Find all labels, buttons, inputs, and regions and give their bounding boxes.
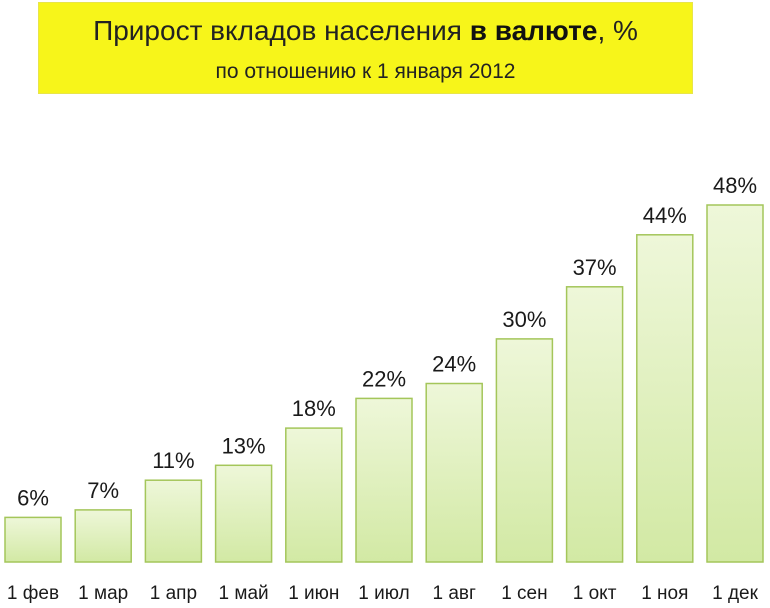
bar-11 [706,204,764,563]
chart-title-emphasis: в валюте [469,15,598,46]
title-banner: Прирост вкладов населения в валюте, % по… [38,2,693,94]
bar-7 [425,382,483,563]
chart-subtitle: по отношению к 1 января 2012 [215,60,516,83]
category-label-4: 1 май [219,583,269,604]
category-label-7: 1 авг [432,583,476,604]
chart-title: Прирост вкладов населения в валюте, % [38,15,693,47]
category-label-1: 1 фев [7,583,59,604]
value-label-1: 6% [17,485,49,510]
category-labels-group: 1 фев 1 мар 1 апр 1 май 1 июн 1 июл 1 авг 1 сен… [7,583,759,604]
bar-9 [565,286,624,563]
value-label-11: 48% [713,173,757,198]
category-label-10: 1 ноя [641,583,688,604]
bar-1 [4,516,62,563]
value-label-8: 30% [502,307,546,332]
category-label-2: 1 мар [78,583,128,604]
value-labels-group: 6% 7% 11% 13% 18% 22% 24% 30% 37% 44% 48% [17,173,757,510]
bar-8 [495,338,554,563]
bar-5 [285,427,343,563]
value-label-5: 18% [292,396,336,421]
category-label-11: 1 дек [712,583,758,604]
bar-2 [74,509,132,563]
category-label-8: 1 сен [501,583,547,604]
category-label-9: 1 окт [573,583,617,604]
category-label-3: 1 апр [150,583,197,604]
category-label-6: 1 июл [358,583,409,604]
bar-10 [636,234,694,563]
chart-title-text: Прирост вкладов населения [93,15,470,46]
value-label-10: 44% [643,203,687,228]
value-label-3: 11% [152,448,194,473]
value-label-2: 7% [87,478,119,503]
value-label-4: 13% [222,433,266,458]
bar-6 [355,397,413,563]
value-label-7: 24% [432,352,476,377]
chart-title-suffix: , % [597,15,638,46]
bar-4 [214,464,273,563]
bar-3 [144,479,203,563]
value-label-9: 37% [573,255,617,280]
category-label-5: 1 июн [288,583,339,604]
bars-group [4,204,764,563]
value-label-6: 22% [362,366,406,391]
